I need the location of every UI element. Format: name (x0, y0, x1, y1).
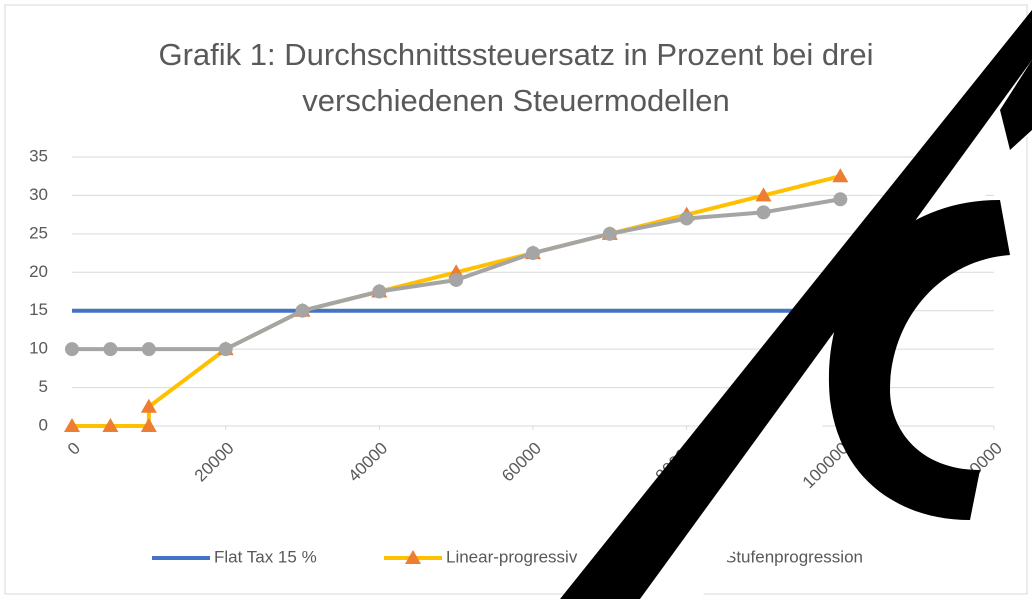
marker (679, 211, 694, 226)
y-tick-label: 25 (29, 223, 48, 242)
marker (141, 342, 156, 357)
marker (755, 187, 772, 202)
y-tick-label: 30 (29, 185, 48, 204)
legend-label: Stufenprogression (725, 547, 863, 566)
marker (295, 303, 310, 318)
marker (65, 342, 79, 357)
y-tick-label: 35 (29, 146, 48, 165)
marker (833, 192, 848, 207)
y-tick-label: 10 (29, 339, 48, 358)
chart-title: Grafik 1: Durchschnittssteuersatz in Pro… (158, 37, 874, 118)
y-tick-label: 0 (39, 415, 48, 434)
marker (64, 418, 80, 432)
legend-label: Flat Tax 15 % (214, 547, 317, 566)
marker (218, 342, 233, 357)
marker (102, 418, 119, 432)
x-tick-label: 20000 (191, 439, 238, 486)
marker (832, 168, 849, 183)
overlay-bar (1000, 60, 1032, 150)
x-tick-label: 40000 (344, 439, 391, 486)
legend-item: Linear-progressiv (384, 547, 578, 566)
marker (140, 418, 157, 432)
marker (372, 284, 387, 299)
marker (602, 226, 617, 241)
legend-item: Flat Tax 15 % (152, 547, 317, 566)
series (65, 192, 848, 357)
marker (140, 398, 157, 413)
y-tick-label: 20 (29, 262, 48, 281)
legend-marker (405, 550, 421, 564)
marker (756, 205, 771, 220)
marker (526, 246, 540, 261)
marker (103, 342, 118, 357)
x-tick-label: 0 (64, 439, 84, 459)
legend-label: Linear-progressiv (446, 547, 578, 566)
marker (449, 272, 464, 287)
overlay-curve (828, 200, 1010, 520)
x-tick-label: 60000 (498, 439, 545, 486)
y-tick-label: 5 (39, 377, 48, 396)
overlay-bar (560, 10, 1032, 599)
chart-border (4, 4, 1028, 595)
y-tick-label: 15 (29, 300, 48, 319)
